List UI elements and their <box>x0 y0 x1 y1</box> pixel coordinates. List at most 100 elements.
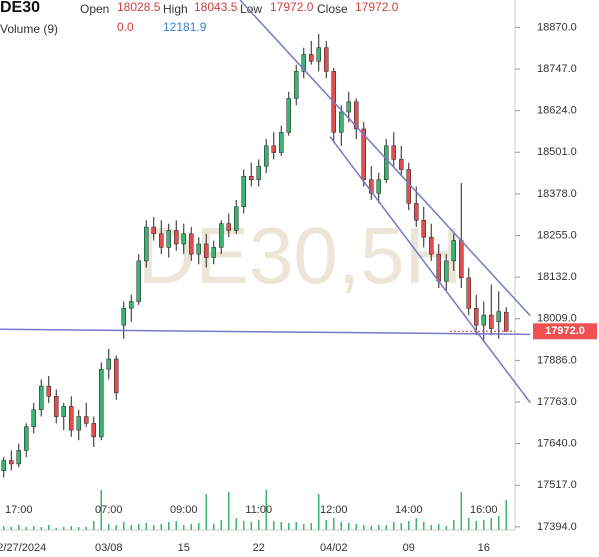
candle-body <box>346 101 351 113</box>
candle-body <box>436 253 441 282</box>
candle-body <box>361 128 366 180</box>
candle-body <box>444 260 449 282</box>
candle-body <box>459 240 464 279</box>
candle-body <box>196 243 201 255</box>
close-label: Close <box>317 2 348 16</box>
candle-body <box>481 314 486 326</box>
candle-body <box>339 111 344 133</box>
y-tick-label: 17886.0 <box>537 354 577 366</box>
y-tick-label: 17763.0 <box>537 396 577 408</box>
high-label: High <box>163 2 188 16</box>
y-tick-label: 18624.0 <box>537 105 577 117</box>
symbol: DE30 <box>0 0 40 16</box>
candle-body <box>324 47 329 72</box>
candle-body <box>189 233 194 255</box>
candle-body <box>76 416 81 431</box>
x-tick-label: 17:00 <box>5 504 33 516</box>
y-tick-label: 18009.0 <box>537 313 577 325</box>
candle-body <box>429 236 434 255</box>
candle-body <box>99 368 104 438</box>
candle-body <box>421 220 426 238</box>
candle-body <box>264 145 269 167</box>
candle-body <box>241 176 246 208</box>
candle-body <box>46 385 51 397</box>
candle-body <box>279 132 284 153</box>
x-date-label: 09 <box>403 542 415 554</box>
candle-body <box>181 233 186 245</box>
candle-body <box>451 240 456 262</box>
candle-body <box>399 159 404 170</box>
candle-body <box>166 230 171 248</box>
candle-body <box>24 426 29 451</box>
candle-body <box>61 406 66 417</box>
x-tick-label: 14:00 <box>395 504 423 516</box>
candle-body <box>144 226 149 262</box>
candle-body <box>226 223 231 231</box>
candle-body <box>204 243 209 258</box>
close-value: 17972.0 <box>355 0 399 14</box>
y-tick-label: 18870.0 <box>537 21 577 33</box>
candle-body <box>31 409 36 427</box>
y-tick-label: 18255.0 <box>537 229 577 241</box>
candle-body <box>504 311 509 332</box>
candle-body <box>474 308 479 326</box>
x-date-label: 02/27/2024 <box>0 542 46 554</box>
last-price-box <box>533 323 597 340</box>
trend-line <box>0 328 531 336</box>
x-tick-label: 12:00 <box>320 504 348 516</box>
low-value: 17972.0 <box>270 0 314 14</box>
x-date-label: 15 <box>178 542 190 554</box>
last-price-label: 17972.0 <box>545 325 585 337</box>
candle-body <box>39 385 44 411</box>
candle-body <box>159 233 164 248</box>
x-tick-label: 11:00 <box>245 504 272 516</box>
candle-body <box>114 358 119 394</box>
x-date-label: 03/08 <box>95 542 123 554</box>
x-date-label: 04/02 <box>320 542 348 554</box>
candle-body <box>9 460 14 465</box>
candle-body <box>219 223 224 248</box>
candle-body <box>309 54 314 62</box>
candle-body <box>489 314 494 329</box>
x-date-label: 22 <box>253 542 265 554</box>
candle-body <box>129 301 134 309</box>
candle-body <box>406 169 411 204</box>
open-label: Open <box>80 2 109 16</box>
candle-body <box>384 145 389 180</box>
volume-value: 0.0 <box>117 20 134 34</box>
candle-body <box>354 101 359 130</box>
candle-body <box>16 450 21 465</box>
candle-body <box>294 71 299 99</box>
candle-body <box>91 423 96 438</box>
candle-body <box>1 460 6 471</box>
x-date-label: 16 <box>478 542 490 554</box>
trend-line <box>329 136 531 404</box>
candle-body <box>151 226 156 235</box>
candle-body <box>249 176 254 180</box>
candle-body <box>376 179 381 194</box>
x-tick-label: 16:00 <box>470 504 498 516</box>
y-tick-label: 18132.0 <box>537 271 577 283</box>
high-value: 18043.5 <box>194 0 238 14</box>
candle-body <box>69 406 74 431</box>
candle-body <box>286 98 291 133</box>
candle-body <box>369 179 374 194</box>
candle-body <box>466 277 471 309</box>
candle-body <box>174 230 179 245</box>
candle-body <box>234 206 239 231</box>
candle-body <box>496 311 501 323</box>
candle-body <box>271 145 276 153</box>
x-tick-label: 09:00 <box>170 504 198 516</box>
x-tick-label: 07:00 <box>95 504 123 516</box>
candle-body <box>414 203 419 221</box>
candle-body <box>316 47 321 62</box>
y-tick-label: 18378.0 <box>537 188 577 200</box>
candle-body <box>211 247 216 258</box>
candle-body <box>106 358 111 370</box>
open-value: 18028.5 <box>117 0 161 14</box>
y-tick-label: 17394.0 <box>537 521 577 533</box>
watermark: DE30,5H <box>138 211 463 300</box>
y-tick-label: 18501.0 <box>537 146 577 158</box>
y-tick-label: 17640.0 <box>537 438 577 450</box>
candle-body <box>391 145 396 160</box>
